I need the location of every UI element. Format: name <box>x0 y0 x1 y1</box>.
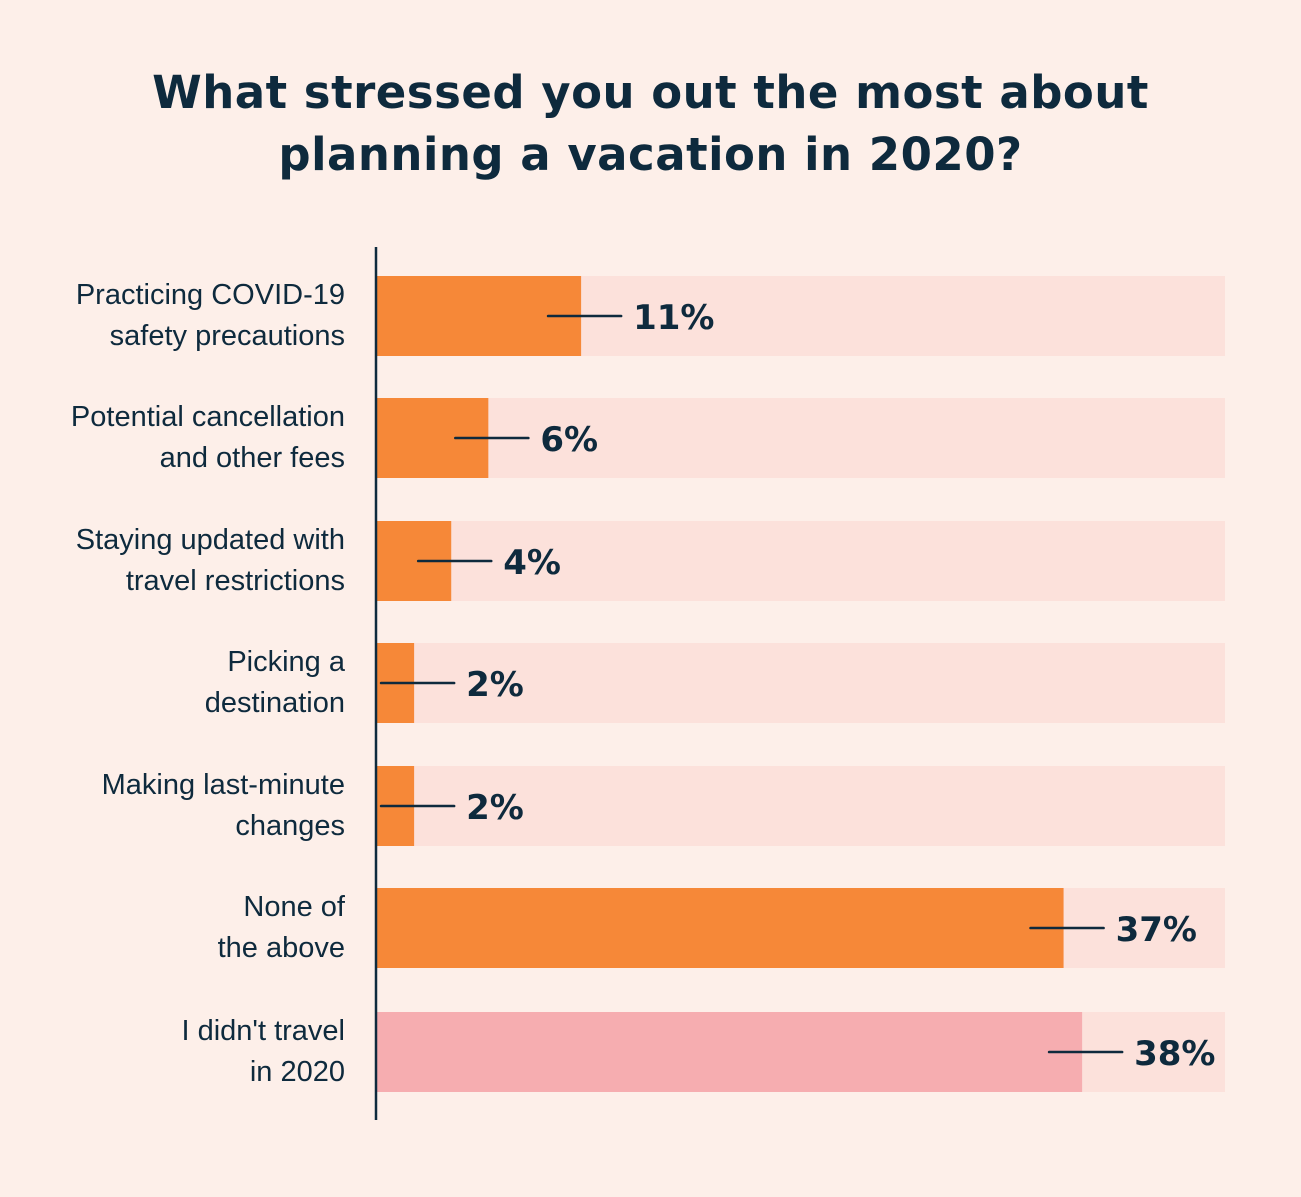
bar-track <box>377 766 1225 846</box>
value-label: 2% <box>466 665 524 705</box>
chart-title: What stressed you out the most about pla… <box>0 62 1301 186</box>
category-label: Making last-minute <box>102 769 345 801</box>
category-label: Practicing COVID-19 <box>76 279 345 311</box>
bar-track <box>377 643 1225 723</box>
category-label: in 2020 <box>250 1056 345 1088</box>
bar <box>377 1012 1083 1092</box>
category-label: and other fees <box>160 442 345 474</box>
chart-title-line-1: What stressed you out the most about <box>152 66 1149 119</box>
chart-title-line-2: planning a vacation in 2020? <box>278 128 1023 181</box>
value-label: 38% <box>1134 1034 1215 1074</box>
value-label: 11% <box>633 298 714 338</box>
category-label: Potential cancellation <box>71 401 345 433</box>
category-label: travel restrictions <box>126 565 345 597</box>
category-label: destination <box>205 687 345 719</box>
category-label: Picking a <box>227 646 346 678</box>
value-label: 4% <box>503 543 561 583</box>
value-label: 6% <box>540 420 598 460</box>
category-label: safety precautions <box>110 320 345 352</box>
category-label: None of <box>243 891 346 923</box>
category-label: Staying updated with <box>76 524 345 556</box>
bar <box>377 888 1064 968</box>
value-label: 2% <box>466 788 524 828</box>
category-label: the above <box>218 932 345 964</box>
value-label: 37% <box>1116 910 1197 950</box>
bar-track <box>377 521 1225 601</box>
category-label: I didn't travel <box>181 1015 345 1047</box>
category-label: changes <box>235 810 345 842</box>
